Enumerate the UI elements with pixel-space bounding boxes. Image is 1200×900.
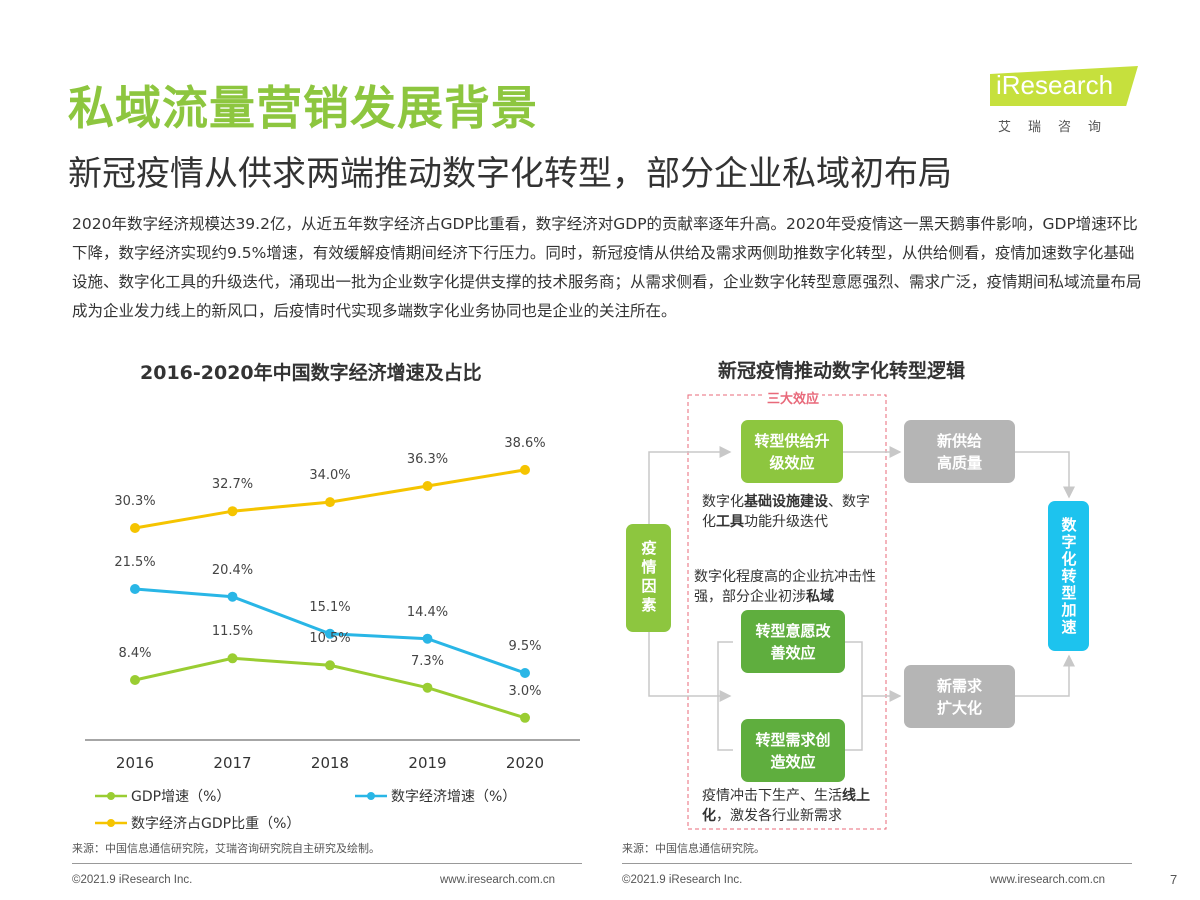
x-tick-label: 2018 (310, 754, 350, 772)
diagram-connectors (648, 394, 1075, 830)
legend-gdp: GDP增速（%） (95, 786, 230, 806)
x-tick-label: 2017 (213, 754, 252, 772)
legend-label: 数字经济占GDP比重（%） (131, 816, 301, 832)
data-point (422, 682, 433, 693)
data-label: 7.3% (410, 653, 445, 669)
data-point (227, 653, 238, 664)
data-point (520, 712, 530, 723)
effect-box-demand: 转型需求创造效应 (741, 719, 845, 782)
data-label: 20.4% (211, 562, 254, 578)
data-label: 3.0% (508, 683, 542, 699)
page-subtitle: 新冠疫情从供求两端推动数字化转型，部分企业私域初布局 (68, 154, 952, 194)
data-label: 15.1% (309, 599, 351, 615)
page-number: 7 (1170, 872, 1178, 887)
data-point (130, 584, 140, 594)
x-tick-label: 2016 (115, 754, 155, 772)
logo-brand: iResearch (996, 70, 1114, 100)
data-label: 36.3% (406, 452, 449, 467)
data-label: 14.4% (406, 604, 449, 620)
footer-url-right: www.iresearch.com.cn (990, 874, 1106, 886)
legend-digital-share: 数字经济占GDP比重（%） (95, 813, 300, 833)
legend-digital-growth: 数字经济增速（%） (355, 786, 516, 806)
data-point (520, 668, 530, 678)
source-right: 来源：中国信息通信研究院。 (622, 842, 765, 855)
data-label: 11.5% (211, 624, 254, 640)
diagram-title: 新冠疫情推动数字化转型逻辑 (718, 360, 966, 382)
group-label: 三大效应 (764, 388, 823, 407)
data-point (325, 628, 335, 639)
data-point (130, 523, 140, 533)
effect-box-supply: 转型供给升级效应 (741, 420, 843, 483)
data-point (325, 497, 335, 508)
data-label: 10.5% (309, 631, 351, 647)
note-demand: 疫情冲击下生产、生活线上化，激发各行业新需求 (702, 788, 870, 824)
x-tick-label: 2019 (408, 754, 447, 772)
outcome-box-demand: 新需求扩大化 (904, 665, 1015, 728)
data-point (227, 506, 238, 517)
data-point (227, 591, 238, 602)
data-label: 21.5% (114, 555, 156, 570)
data-label: 34.0% (309, 468, 351, 484)
source-left: 来源：中国信息通信研究院，艾瑞咨询研究院自主研究及绘制。 (72, 842, 380, 855)
data-point (520, 464, 530, 475)
data-point (325, 660, 335, 671)
data-label: 8.4% (118, 646, 152, 661)
footer-copyright-right: ©2021.9 iResearch Inc. (622, 874, 743, 886)
data-label: 9.5% (508, 639, 542, 654)
effect-box-willingness: 转型意愿改善效应 (741, 610, 845, 673)
data-label: 30.3% (114, 494, 156, 509)
x-tick-label: 2020 (505, 754, 545, 772)
data-point (130, 675, 140, 685)
legend-label: 数字经济增速（%） (391, 789, 517, 805)
page-title: 私域流量营销发展背景 (68, 81, 538, 135)
line-chart (85, 464, 580, 741)
note-supply: 数字化基础设施建设、数字化工具功能升级迭代 (702, 494, 870, 530)
footer-copyright: ©2021.9 iResearch Inc. (72, 874, 193, 886)
chart-title: 2016-2020年中国数字经济增速及占比 (140, 362, 482, 384)
data-label: 32.7% (211, 477, 254, 493)
legend-label: GDP增速（%） (131, 789, 231, 805)
note-resilience: 数字化程度高的企业抗冲击性强，部分企业初涉私域 (694, 569, 876, 605)
body-paragraph: 2020年数字经济规模达39.2亿，从近五年数字经济占GDP比重看，数字经济对G… (72, 215, 1142, 320)
result-box: 数字化转型加速 (1048, 501, 1089, 651)
data-point (422, 633, 433, 644)
cause-box: 疫情因素 (626, 524, 671, 632)
iresearch-logo: iResearch 艾瑞咨询 (990, 62, 1140, 135)
data-label: 38.6% (504, 435, 546, 451)
data-point (422, 481, 433, 491)
logo-chinese: 艾瑞咨询 (998, 120, 1119, 135)
footer-url: www.iresearch.com.cn (440, 874, 556, 886)
outcome-box-supply: 新供给高质量 (904, 420, 1015, 483)
